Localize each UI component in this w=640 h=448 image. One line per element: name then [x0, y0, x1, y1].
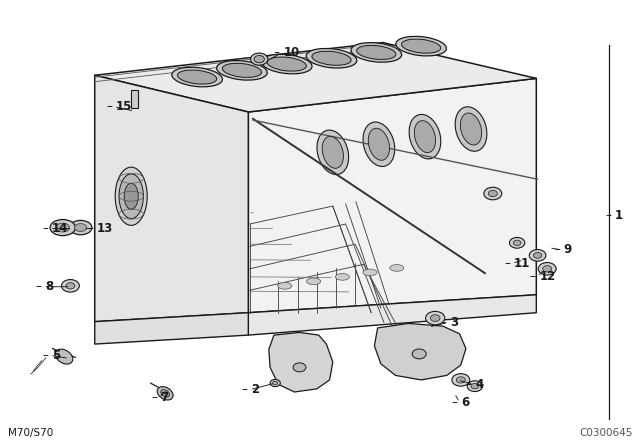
- Ellipse shape: [254, 56, 264, 63]
- Ellipse shape: [74, 224, 87, 232]
- Ellipse shape: [66, 283, 75, 289]
- Text: 1: 1: [615, 208, 623, 222]
- Ellipse shape: [534, 252, 541, 258]
- Ellipse shape: [356, 45, 396, 60]
- Ellipse shape: [124, 183, 138, 209]
- Polygon shape: [95, 43, 536, 112]
- Ellipse shape: [172, 67, 223, 87]
- Ellipse shape: [456, 377, 465, 383]
- Text: 5: 5: [52, 349, 60, 362]
- Ellipse shape: [368, 128, 390, 160]
- Ellipse shape: [396, 36, 447, 56]
- Ellipse shape: [69, 220, 92, 235]
- Ellipse shape: [261, 54, 312, 74]
- Text: –: –: [36, 280, 42, 293]
- Ellipse shape: [278, 282, 292, 289]
- Text: M70/S70: M70/S70: [8, 428, 53, 438]
- Ellipse shape: [414, 121, 436, 153]
- Text: –: –: [42, 222, 48, 235]
- Ellipse shape: [307, 278, 321, 285]
- Ellipse shape: [538, 263, 556, 275]
- Ellipse shape: [267, 57, 307, 71]
- Text: –: –: [605, 208, 611, 222]
- Ellipse shape: [317, 130, 349, 175]
- Text: 14: 14: [52, 222, 68, 235]
- Ellipse shape: [335, 273, 349, 280]
- Ellipse shape: [273, 381, 278, 385]
- Ellipse shape: [161, 390, 170, 397]
- Text: –: –: [274, 46, 280, 60]
- Ellipse shape: [351, 43, 402, 62]
- Text: –: –: [504, 257, 510, 270]
- Ellipse shape: [216, 60, 268, 80]
- Ellipse shape: [431, 314, 440, 321]
- Text: –: –: [42, 349, 48, 362]
- Text: –: –: [440, 316, 446, 329]
- Bar: [131, 90, 138, 108]
- Ellipse shape: [222, 63, 262, 78]
- Ellipse shape: [50, 220, 76, 236]
- Text: –: –: [151, 391, 157, 405]
- Ellipse shape: [270, 379, 280, 387]
- Text: 15: 15: [116, 100, 132, 113]
- Ellipse shape: [488, 190, 497, 197]
- Ellipse shape: [471, 383, 479, 389]
- Text: –: –: [554, 243, 560, 257]
- Ellipse shape: [312, 51, 351, 65]
- Ellipse shape: [61, 280, 79, 292]
- Ellipse shape: [467, 381, 483, 392]
- Ellipse shape: [119, 174, 143, 219]
- Text: 9: 9: [564, 243, 572, 257]
- Text: 4: 4: [476, 378, 484, 391]
- Text: 10: 10: [284, 46, 300, 60]
- Text: –: –: [106, 100, 112, 113]
- Ellipse shape: [409, 114, 441, 159]
- Ellipse shape: [322, 136, 344, 168]
- Ellipse shape: [452, 374, 470, 386]
- Text: 13: 13: [97, 222, 113, 235]
- Polygon shape: [248, 295, 536, 335]
- Polygon shape: [95, 75, 248, 322]
- Ellipse shape: [401, 39, 441, 53]
- Ellipse shape: [543, 266, 552, 272]
- Ellipse shape: [426, 311, 445, 325]
- Polygon shape: [248, 78, 536, 313]
- Ellipse shape: [56, 223, 70, 232]
- Ellipse shape: [157, 387, 173, 400]
- Ellipse shape: [251, 53, 268, 65]
- Text: C0300645: C0300645: [579, 428, 632, 438]
- Text: 11: 11: [514, 257, 530, 270]
- Ellipse shape: [177, 70, 217, 84]
- Ellipse shape: [306, 48, 357, 68]
- Ellipse shape: [390, 264, 404, 271]
- Ellipse shape: [293, 363, 306, 372]
- Text: –: –: [452, 396, 458, 409]
- Text: –: –: [87, 222, 93, 235]
- Text: 6: 6: [461, 396, 470, 409]
- Polygon shape: [374, 323, 466, 380]
- Text: –: –: [466, 378, 472, 391]
- Ellipse shape: [363, 122, 395, 167]
- Ellipse shape: [509, 237, 525, 248]
- Polygon shape: [269, 332, 333, 392]
- Text: 8: 8: [45, 280, 54, 293]
- Ellipse shape: [513, 240, 521, 246]
- Ellipse shape: [412, 349, 426, 359]
- Ellipse shape: [115, 167, 147, 225]
- Ellipse shape: [484, 187, 502, 200]
- Text: 2: 2: [252, 383, 260, 396]
- Ellipse shape: [363, 269, 377, 276]
- Text: 12: 12: [540, 270, 556, 284]
- Ellipse shape: [460, 113, 482, 145]
- Text: –: –: [242, 383, 248, 396]
- Text: 7: 7: [161, 391, 169, 405]
- Ellipse shape: [55, 349, 73, 364]
- Text: 3: 3: [450, 316, 458, 329]
- Ellipse shape: [529, 250, 546, 261]
- Polygon shape: [95, 313, 248, 344]
- Ellipse shape: [455, 107, 487, 151]
- Text: –: –: [530, 270, 536, 284]
